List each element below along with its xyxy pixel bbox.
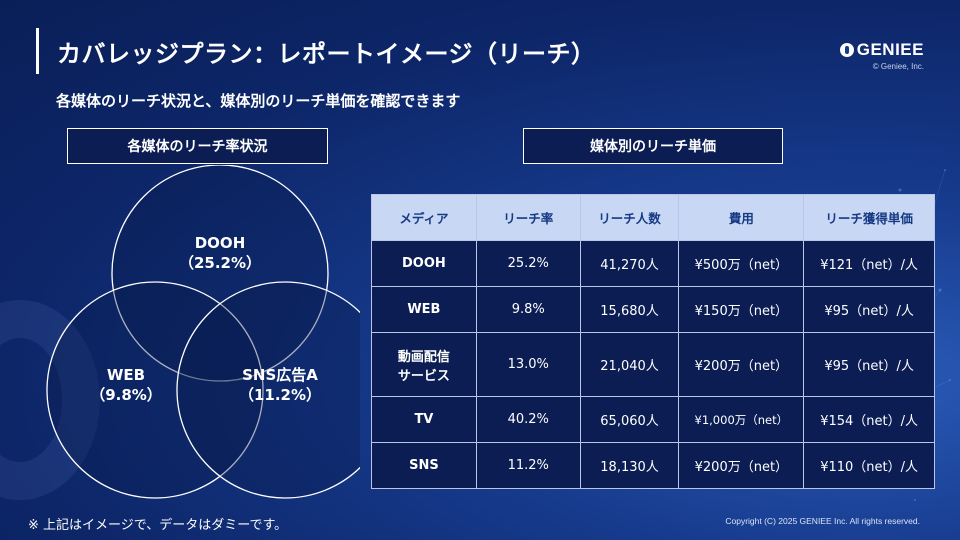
cell-reach-people: 18,130人 (579, 442, 680, 489)
cell-reach-rate: 40.2% (475, 396, 581, 443)
cell-media-line2: サービス (397, 368, 450, 384)
geniee-logo: GENIEE © Geniee, Inc. (839, 40, 924, 71)
venn-label-web: WEB （9.8%） (56, 365, 196, 406)
cell-media: SNS (371, 442, 477, 489)
venn-label-dooh: DOOH （25.2%） (150, 233, 290, 274)
venn-sns-name: SNS広告A (242, 366, 318, 384)
venn-web-name: WEB (106, 366, 146, 384)
header-reach-people: リーチ人数 (579, 194, 680, 241)
dummy-data-note: ※ 上記はイメージで、データはダミーです。 (28, 518, 288, 533)
logo-text: GENIEE (856, 40, 924, 59)
title-bar: カバレッジプラン：レポートイメージ（リーチ） (36, 28, 596, 74)
venn-circle-web (46, 281, 264, 499)
cell-reach-people: 41,270人 (579, 240, 680, 287)
table-row: DOOH 25.2% 41,270人 ¥500万（net） ¥121（net）/… (371, 240, 935, 287)
cell-media: 動画配信 サービス (371, 332, 477, 397)
cell-cost: ¥200万（net） (678, 332, 805, 397)
cell-unit-cost: ¥95（net）/人 (803, 286, 935, 333)
table-header-row: メディア リーチ率 リーチ人数 費用 リーチ獲得単価 (371, 194, 935, 241)
logo-subtext: © Geniee, Inc. (872, 62, 924, 71)
cell-cost: ¥500万（net） (678, 240, 805, 287)
cell-reach-people: 21,040人 (579, 332, 680, 397)
cell-unit-cost: ¥121（net）/人 (803, 240, 935, 287)
venn-circle-dooh (111, 165, 329, 382)
cell-reach-people: 65,060人 (579, 396, 680, 443)
subtitle: 各媒体のリーチ状況と、媒体別のリーチ単価を確認できます (56, 92, 461, 110)
venn-circle-sns (176, 281, 360, 499)
cell-reach-rate: 11.2% (475, 442, 581, 489)
cell-cost: ¥1,000万（net） (678, 396, 805, 443)
venn-circles (46, 165, 360, 499)
reach-cost-table: メディア リーチ率 リーチ人数 費用 リーチ獲得単価 DOOH 25.2% 41… (371, 194, 935, 489)
reach-cost-section-label: 媒体別のリーチ単価 (523, 128, 783, 164)
cell-media-line1: 動画配信 (397, 349, 450, 365)
venn-sns-pct: （11.2%） (238, 386, 322, 405)
venn-web-pct: （9.8%） (90, 386, 162, 405)
cell-reach-rate: 25.2% (475, 240, 581, 287)
venn-dooh-name: DOOH (194, 234, 246, 252)
cell-media: DOOH (371, 240, 477, 287)
cell-reach-rate: 9.8% (475, 286, 581, 333)
header-reach-unit-cost: リーチ獲得単価 (803, 194, 935, 241)
geniee-logo-icon (839, 43, 854, 57)
header-cost: 費用 (678, 194, 805, 241)
copyright: Copyright (C) 2025 GENIEE Inc. All right… (725, 516, 920, 526)
venn-dooh-pct: （25.2%） (178, 254, 262, 273)
cell-unit-cost: ¥95（net）/人 (803, 332, 935, 397)
cell-media: TV (371, 396, 477, 443)
table-row: TV 40.2% 65,060人 ¥1,000万（net） ¥154（net）/… (371, 396, 935, 443)
cell-cost: ¥200万（net） (678, 442, 805, 489)
reach-rate-section-label: 各媒体のリーチ率状況 (67, 128, 328, 164)
venn-label-sns: SNS広告A （11.2%） (210, 365, 350, 406)
table-row: WEB 9.8% 15,680人 ¥150万（net） ¥95（net）/人 (371, 286, 935, 333)
cell-media: WEB (371, 286, 477, 333)
header-reach-rate: リーチ率 (475, 194, 581, 241)
cell-unit-cost: ¥154（net）/人 (803, 396, 935, 443)
table-row: SNS 11.2% 18,130人 ¥200万（net） ¥110（net）/人 (371, 442, 935, 489)
table-row: 動画配信 サービス 13.0% 21,040人 ¥200万（net） ¥95（n… (371, 332, 935, 397)
cell-reach-people: 15,680人 (579, 286, 680, 333)
page-title: カバレッジプラン：レポートイメージ（リーチ） (57, 39, 596, 68)
cell-unit-cost: ¥110（net）/人 (803, 442, 935, 489)
header-media: メディア (371, 194, 477, 241)
cell-reach-rate: 13.0% (475, 332, 581, 397)
venn-diagram: DOOH （25.2%） WEB （9.8%） SNS広告A （11.2%） (40, 165, 360, 505)
cell-cost: ¥150万（net） (678, 286, 805, 333)
